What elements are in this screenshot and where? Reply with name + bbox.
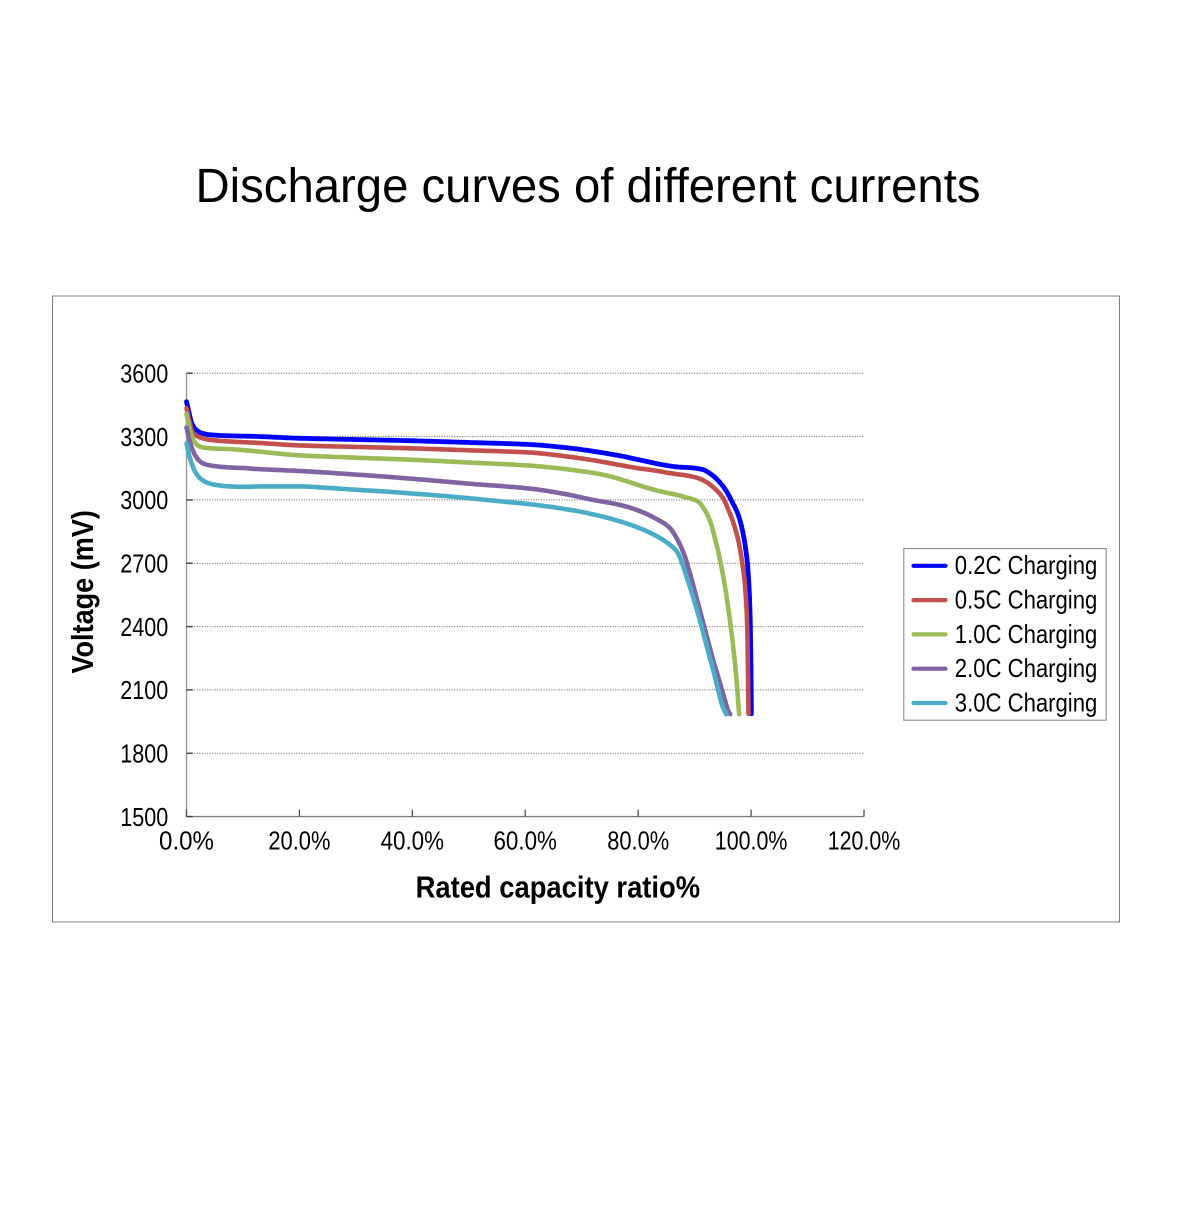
svg-text:Discharge curves of different: Discharge curves of different currents [196, 160, 981, 213]
svg-text:0.2C Charging: 0.2C Charging [955, 550, 1098, 580]
svg-text:20.0%: 20.0% [268, 826, 330, 856]
svg-text:3.0C Charging: 3.0C Charging [955, 687, 1098, 717]
svg-text:3000: 3000 [120, 485, 168, 515]
svg-text:0.5C Charging: 0.5C Charging [955, 585, 1098, 615]
svg-text:120.0%: 120.0% [828, 826, 901, 856]
svg-text:2.0C Charging: 2.0C Charging [955, 653, 1098, 683]
svg-text:Rated capacity ratio%: Rated capacity ratio% [416, 870, 700, 905]
svg-text:60.0%: 60.0% [494, 826, 557, 856]
svg-text:1500: 1500 [120, 802, 168, 832]
svg-text:Voltage (mV): Voltage (mV) [65, 510, 100, 674]
svg-text:2400: 2400 [120, 612, 168, 642]
svg-text:2100: 2100 [120, 675, 168, 705]
svg-text:3600: 3600 [120, 359, 168, 389]
svg-text:80.0%: 80.0% [607, 826, 669, 856]
svg-text:1800: 1800 [120, 739, 168, 769]
svg-text:0.0%: 0.0% [159, 826, 214, 856]
svg-text:2700: 2700 [120, 549, 168, 579]
svg-text:40.0%: 40.0% [381, 826, 444, 856]
svg-text:1.0C Charging: 1.0C Charging [955, 619, 1098, 649]
svg-text:3300: 3300 [120, 422, 168, 452]
svg-text:100.0%: 100.0% [715, 826, 788, 856]
